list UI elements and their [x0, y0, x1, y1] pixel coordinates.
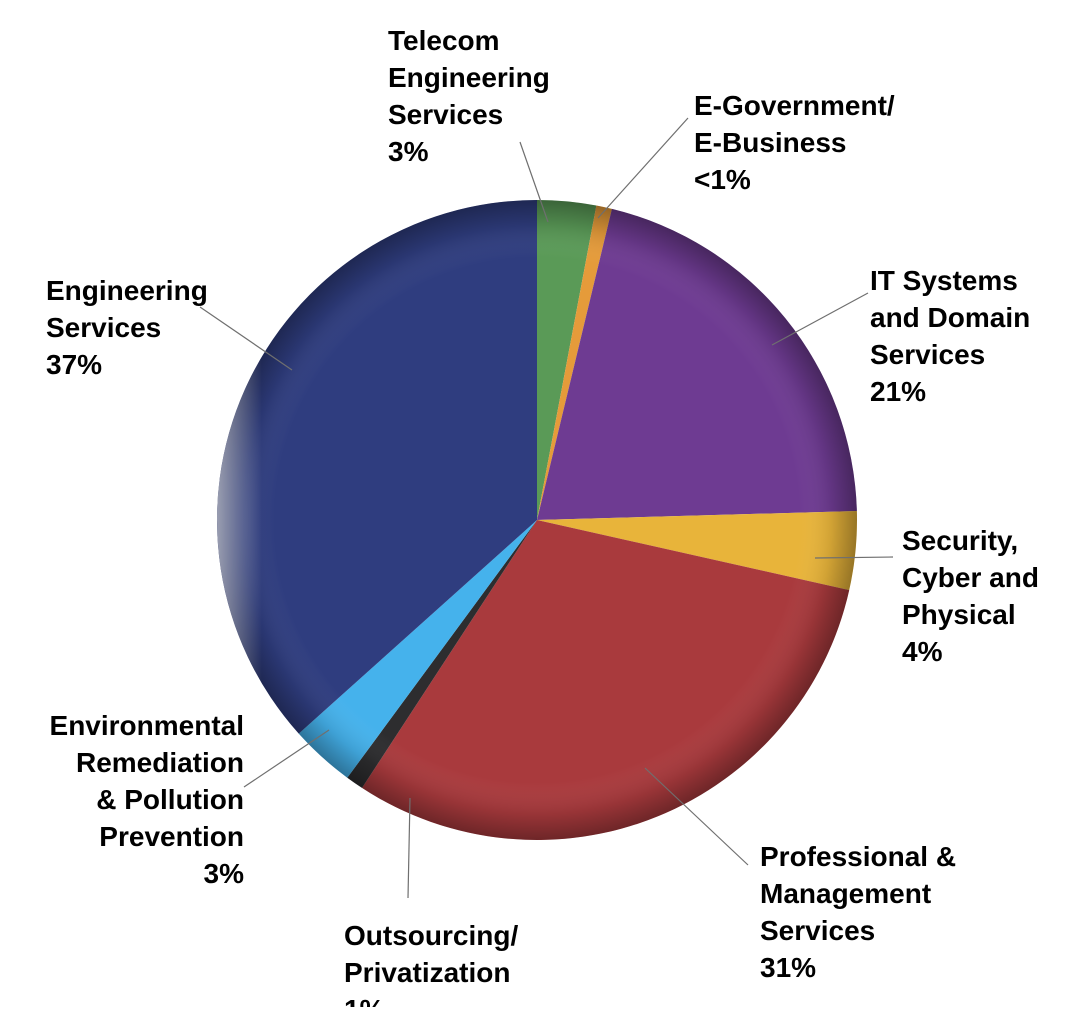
- leader-line-5: [407, 797, 411, 899]
- slice-label-4: Professional & Management Services 31%: [760, 841, 956, 983]
- slice-name-line: Telecom: [388, 25, 500, 56]
- slice-name-line: Security,: [902, 525, 1018, 556]
- slice-value-label: 4%: [902, 636, 943, 667]
- leader-line-6: [243, 729, 330, 788]
- slice-label-3: Security, Cyber and Physical 4%: [902, 525, 1039, 667]
- slice-label-2: IT Systems and Domain Services 21%: [870, 265, 1030, 407]
- slice-value-label: 1%: [344, 994, 385, 1007]
- slice-value-label: 3%: [388, 136, 429, 167]
- slice-name-line: Environmental: [50, 710, 244, 741]
- slice-value-label: 21%: [870, 376, 926, 407]
- slice-labels: Telecom Engineering Services 3% E-Government…: [46, 25, 1039, 1012]
- slice-name-line: Services: [46, 312, 161, 343]
- pie-shading: [217, 200, 857, 840]
- slice-value-label: <1%: [694, 164, 751, 195]
- slice-name-line: Cyber and: [902, 562, 1039, 593]
- slice-label-0: Telecom Engineering Services 3%: [388, 25, 550, 167]
- slice-name-line: E-Government/: [694, 90, 895, 121]
- slice-name-line: Remediation: [76, 747, 244, 778]
- slice-name-line: Services: [760, 915, 875, 946]
- slice-name-line: Outsourcing/: [344, 920, 518, 951]
- slice-label-5: Outsourcing/Privatization 1%: [344, 920, 518, 1007]
- slice-name-line: E-Business: [694, 127, 847, 158]
- leader-line-3: [814, 556, 894, 559]
- slice-name-line: and Domain: [870, 302, 1030, 333]
- slice-name-line: Prevention: [99, 821, 244, 852]
- leader-line-7: [199, 306, 293, 371]
- slice-value-label: 31%: [760, 952, 816, 983]
- slice-name-line: Services: [870, 339, 985, 370]
- slice-name-line: Privatization: [344, 957, 510, 988]
- slice-label-7: Engineering Services 37%: [46, 275, 208, 380]
- leader-line-1: [597, 117, 689, 219]
- leader-line-0: [519, 141, 549, 223]
- slice-name-line: IT Systems: [870, 265, 1018, 296]
- leader-line-4: [644, 767, 749, 866]
- slice-label-6: Environmental Remediation & Pollution Preve…: [50, 710, 245, 889]
- slice-value-label: 3%: [204, 858, 245, 889]
- slice-label-1: E-Government/E-Business <1%: [694, 90, 895, 195]
- slice-value-label: 37%: [46, 349, 102, 380]
- slice-name-line: Engineering: [46, 275, 208, 306]
- slice-name-line: & Pollution: [96, 784, 244, 815]
- slice-name-line: Physical: [902, 599, 1016, 630]
- slice-name-line: Management: [760, 878, 931, 909]
- slice-name-line: Engineering: [388, 62, 550, 93]
- leader-lines: [199, 117, 894, 899]
- slice-name-line: Services: [388, 99, 503, 130]
- slice-name-line: Professional &: [760, 841, 956, 872]
- leader-line-2: [771, 292, 869, 346]
